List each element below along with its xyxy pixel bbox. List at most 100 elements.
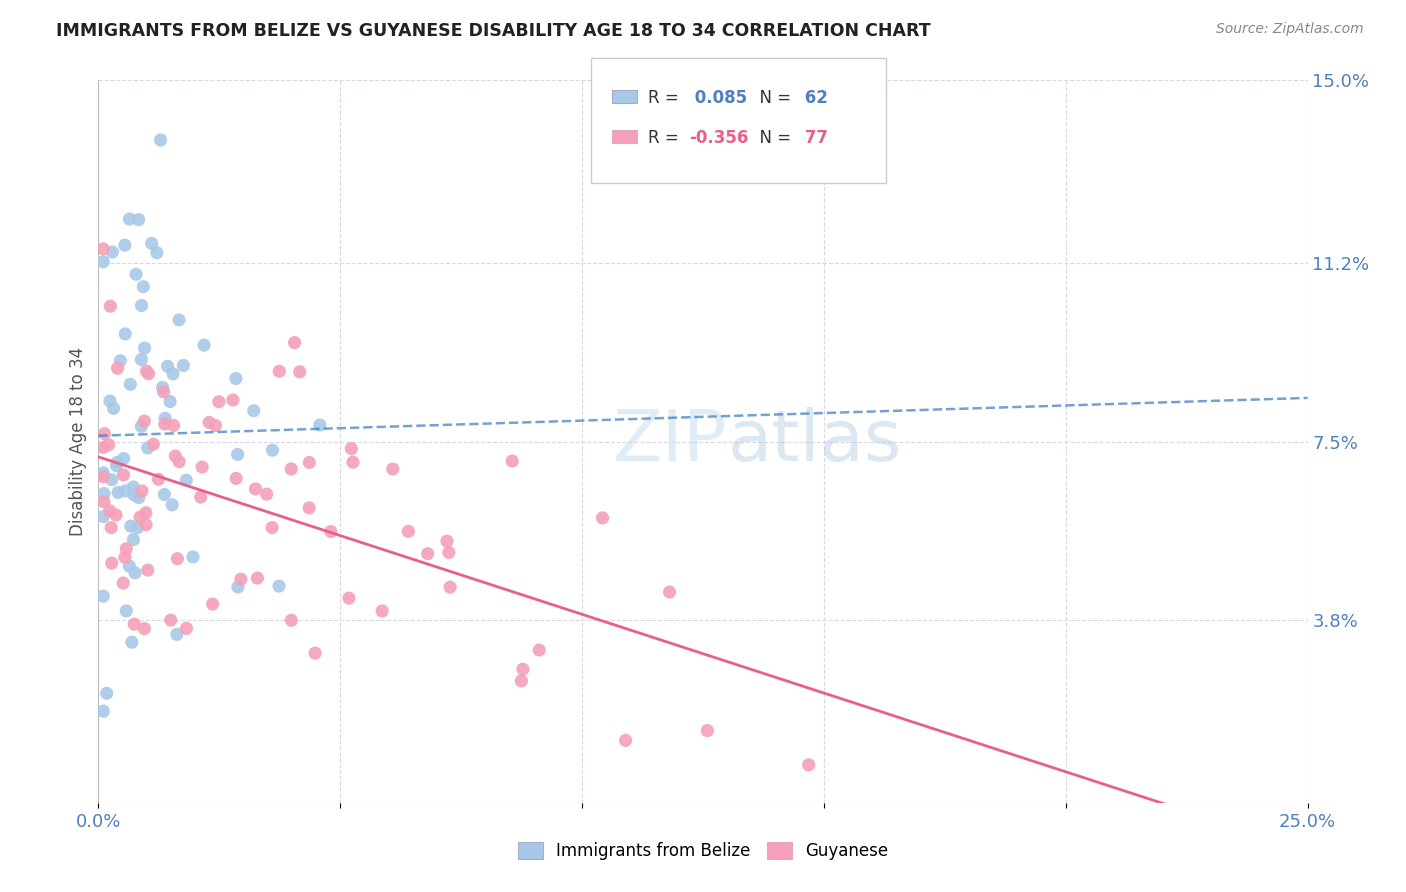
Point	[162, 418, 184, 433]
Point	[280, 462, 302, 476]
Point	[288, 365, 311, 379]
Point	[340, 442, 363, 456]
Text: R =: R =	[648, 129, 679, 147]
Point	[166, 551, 188, 566]
Point	[242, 403, 264, 417]
Point	[337, 591, 360, 606]
Point	[135, 517, 157, 532]
Point	[135, 364, 157, 378]
Point	[141, 236, 163, 251]
Text: -0.356: -0.356	[689, 129, 748, 147]
Point	[153, 417, 176, 431]
Point	[100, 473, 122, 487]
Point	[181, 549, 204, 564]
Point	[153, 411, 176, 425]
Point	[118, 212, 141, 227]
Point	[166, 627, 188, 641]
Text: Source: ZipAtlas.com: Source: ZipAtlas.com	[1216, 22, 1364, 37]
Point	[124, 617, 146, 632]
Point	[190, 490, 212, 504]
Point	[132, 280, 155, 294]
Point	[193, 338, 215, 352]
Point	[176, 621, 198, 635]
Point	[98, 504, 121, 518]
Point	[120, 377, 142, 392]
Point	[125, 267, 148, 281]
Point	[128, 212, 150, 227]
Point	[122, 480, 145, 494]
Point	[262, 443, 284, 458]
Point	[416, 547, 439, 561]
Point	[107, 361, 129, 376]
Point	[134, 414, 156, 428]
Point	[138, 367, 160, 381]
Point	[136, 441, 159, 455]
Point	[114, 550, 136, 565]
Text: R =: R =	[648, 89, 679, 107]
Point	[283, 335, 305, 350]
Point	[112, 467, 135, 482]
Point	[115, 541, 138, 556]
Point	[501, 454, 523, 468]
Text: 0.085: 0.085	[689, 89, 747, 107]
Point	[512, 662, 534, 676]
Point	[319, 524, 342, 539]
Point	[371, 604, 394, 618]
Point	[131, 299, 153, 313]
Point	[110, 353, 132, 368]
Point	[114, 326, 136, 341]
Point	[269, 364, 291, 378]
Text: 77: 77	[799, 129, 828, 147]
Point	[93, 495, 115, 509]
Point	[114, 483, 136, 498]
Point	[658, 585, 681, 599]
Point	[120, 519, 142, 533]
Text: atlas: atlas	[727, 407, 901, 476]
Point	[100, 556, 122, 570]
Point	[97, 438, 120, 452]
Point	[101, 244, 124, 259]
Point	[439, 580, 461, 594]
Point	[131, 483, 153, 498]
Point	[160, 498, 183, 512]
Point	[121, 635, 143, 649]
Point	[797, 757, 820, 772]
Point	[267, 579, 290, 593]
Point	[396, 524, 419, 539]
Point	[280, 613, 302, 627]
Legend: Immigrants from Belize, Guyanese: Immigrants from Belize, Guyanese	[510, 835, 896, 867]
Point	[226, 580, 249, 594]
Point	[167, 313, 190, 327]
Point	[105, 508, 128, 522]
Point	[91, 441, 114, 455]
Point	[91, 242, 114, 256]
Point	[98, 299, 121, 313]
Point	[127, 521, 149, 535]
Point	[222, 392, 245, 407]
Point	[225, 371, 247, 385]
Point	[229, 572, 252, 586]
Point	[91, 589, 114, 603]
Point	[225, 471, 247, 485]
Point	[128, 491, 150, 505]
Text: 62: 62	[799, 89, 828, 107]
Point	[201, 597, 224, 611]
Point	[107, 485, 129, 500]
Point	[152, 380, 174, 394]
Point	[614, 733, 637, 747]
Point	[510, 673, 533, 688]
Point	[131, 352, 153, 367]
Point	[174, 473, 197, 487]
Point	[96, 686, 118, 700]
Text: IMMIGRANTS FROM BELIZE VS GUYANESE DISABILITY AGE 18 TO 34 CORRELATION CHART: IMMIGRANTS FROM BELIZE VS GUYANESE DISAB…	[56, 22, 931, 40]
Point	[226, 447, 249, 461]
Point	[162, 367, 184, 381]
Point	[122, 488, 145, 502]
Point	[124, 566, 146, 580]
Point	[304, 646, 326, 660]
Point	[122, 533, 145, 547]
Point	[142, 437, 165, 451]
Point	[153, 487, 176, 501]
Point	[105, 455, 128, 469]
Point	[245, 482, 267, 496]
